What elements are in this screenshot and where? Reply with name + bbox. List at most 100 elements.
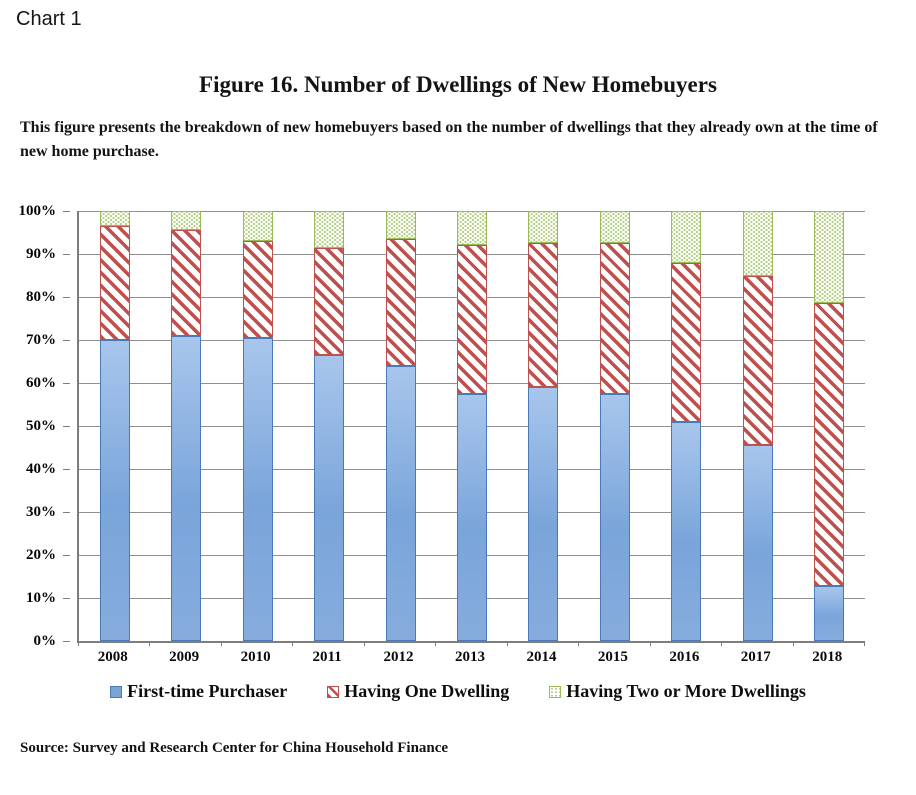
bar-segment-2009-dots bbox=[171, 211, 202, 231]
bar-slot-2009 bbox=[150, 211, 221, 641]
bar-segment-2008-solid bbox=[99, 340, 130, 641]
x-tick-mark bbox=[721, 641, 723, 646]
bar-segment-2017-diagonal-stripes bbox=[742, 275, 773, 446]
bar-slot-2013 bbox=[436, 211, 507, 641]
x-tick-label-2016: 2016 bbox=[669, 649, 700, 665]
bars-container bbox=[79, 211, 865, 641]
bar-segment-2010-dots bbox=[242, 211, 273, 242]
bar-segment-2014-solid bbox=[528, 387, 559, 641]
stacked-bar-2013 bbox=[456, 211, 487, 641]
x-tick-label-2010: 2010 bbox=[240, 649, 271, 665]
y-tick-label: 60% bbox=[26, 375, 56, 391]
bar-segment-2010-diagonal-stripes bbox=[242, 241, 273, 338]
legend: First-time Purchaser Having One Dwelling H… bbox=[0, 681, 916, 702]
x-tick-mark bbox=[578, 641, 580, 646]
bar-slot-2017 bbox=[722, 211, 793, 641]
y-tick-mark bbox=[63, 211, 70, 212]
bar-segment-2018-diagonal-stripes bbox=[814, 303, 845, 587]
y-tick-mark bbox=[63, 555, 70, 556]
x-tick-mark bbox=[78, 641, 79, 646]
bar-slot-2018 bbox=[794, 211, 865, 641]
legend-swatch-solid-icon bbox=[110, 685, 123, 698]
bar-slot-2012 bbox=[365, 211, 436, 641]
stacked-bar-2012 bbox=[385, 211, 416, 641]
y-tick-label: 30% bbox=[26, 504, 56, 520]
x-tick-mark bbox=[792, 641, 794, 646]
y-axis: 100% 90% 80% 70% 60% 50% 40% 30% 20% 10% 0% bbox=[0, 203, 70, 649]
bar-segment-2014-diagonal-stripes bbox=[528, 243, 559, 388]
y-tick-mark bbox=[63, 297, 70, 298]
x-tick-mark bbox=[292, 641, 294, 646]
legend-item-1: Having One Dwelling bbox=[327, 681, 509, 702]
bar-segment-2016-dots bbox=[671, 211, 702, 263]
x-tick-mark bbox=[864, 641, 865, 646]
stacked-bar-2014 bbox=[528, 211, 559, 641]
bar-segment-2009-solid bbox=[171, 335, 202, 641]
bar-segment-2012-diagonal-stripes bbox=[385, 238, 416, 366]
x-tick-label-2017: 2017 bbox=[740, 649, 771, 665]
x-tick-label-2018: 2018 bbox=[812, 649, 843, 665]
bar-segment-2013-solid bbox=[456, 393, 487, 641]
y-tick-label: 80% bbox=[26, 289, 56, 305]
bar-segment-2012-dots bbox=[385, 211, 416, 239]
bar-segment-2018-solid bbox=[814, 586, 845, 641]
x-tick-label-2008: 2008 bbox=[97, 649, 128, 665]
y-tick-mark bbox=[63, 469, 70, 470]
bar-slot-2010 bbox=[222, 211, 293, 641]
stacked-bar-2010 bbox=[242, 211, 273, 641]
stacked-bar-2017 bbox=[742, 211, 773, 641]
bar-segment-2016-solid bbox=[671, 421, 702, 641]
y-tick-mark bbox=[63, 641, 70, 642]
bar-segment-2011-solid bbox=[314, 355, 345, 641]
y-tick-label: 90% bbox=[26, 246, 56, 262]
x-tick-label-2012: 2012 bbox=[383, 649, 414, 665]
bar-segment-2008-dots bbox=[99, 211, 130, 227]
bar-segment-2009-diagonal-stripes bbox=[171, 230, 202, 336]
figure-description: This figure presents the breakdown of ne… bbox=[20, 119, 878, 160]
y-tick-mark bbox=[63, 383, 70, 384]
bar-segment-2013-dots bbox=[456, 211, 487, 246]
legend-item-2: Having Two or More Dwellings bbox=[549, 681, 806, 702]
stacked-bar-2009 bbox=[171, 211, 202, 641]
legend-label: Having One Dwelling bbox=[344, 681, 510, 701]
x-tick-mark bbox=[363, 641, 365, 646]
bar-segment-2018-dots bbox=[814, 211, 845, 304]
bar-segment-2008-diagonal-stripes bbox=[99, 226, 130, 340]
bar-segment-2016-diagonal-stripes bbox=[671, 262, 702, 422]
stacked-bar-2015 bbox=[599, 211, 630, 641]
bar-segment-2017-dots bbox=[742, 211, 773, 276]
y-tick-label: 0% bbox=[33, 633, 57, 649]
bar-slot-2011 bbox=[293, 211, 364, 641]
bar-segment-2011-dots bbox=[314, 211, 345, 248]
figure-title: Figure 16. Number of Dwellings of New Ho… bbox=[199, 72, 717, 97]
bar-slot-2016 bbox=[651, 211, 722, 641]
source-note: Source: Survey and Research Center for C… bbox=[20, 740, 449, 756]
plot-area bbox=[77, 211, 865, 646]
x-axis: 2008 2009 2010 2011 2012 2013 2014 2015 2016 2017… bbox=[77, 649, 863, 666]
x-tick-label-2011: 2011 bbox=[312, 649, 342, 665]
bar-segment-2015-solid bbox=[599, 393, 630, 641]
legend-item-0: First-time Purchaser bbox=[110, 681, 287, 702]
x-tick-mark bbox=[506, 641, 508, 646]
y-tick-label: 70% bbox=[26, 332, 56, 348]
x-tick-mark bbox=[149, 641, 151, 646]
bar-slot-2014 bbox=[508, 211, 579, 641]
y-tick-mark bbox=[63, 598, 70, 599]
bar-segment-2017-solid bbox=[742, 445, 773, 641]
legend-swatch-diagonal-stripes-icon bbox=[327, 685, 340, 698]
bar-slot-2008 bbox=[79, 211, 150, 641]
bar-segment-2015-diagonal-stripes bbox=[599, 243, 630, 394]
y-tick-label: 40% bbox=[26, 461, 56, 477]
bar-segment-2014-dots bbox=[528, 211, 559, 244]
bar-segment-2013-diagonal-stripes bbox=[456, 245, 487, 394]
x-tick-label-2015: 2015 bbox=[597, 649, 628, 665]
x-tick-mark bbox=[649, 641, 651, 646]
x-tick-mark bbox=[435, 641, 437, 646]
x-tick-label-2009: 2009 bbox=[169, 649, 200, 665]
legend-label: Having Two or More Dwellings bbox=[566, 681, 806, 701]
bar-segment-2010-solid bbox=[242, 337, 273, 641]
x-tick-mark bbox=[220, 641, 222, 646]
y-tick-mark bbox=[63, 426, 70, 427]
y-tick-label: 50% bbox=[26, 418, 56, 434]
